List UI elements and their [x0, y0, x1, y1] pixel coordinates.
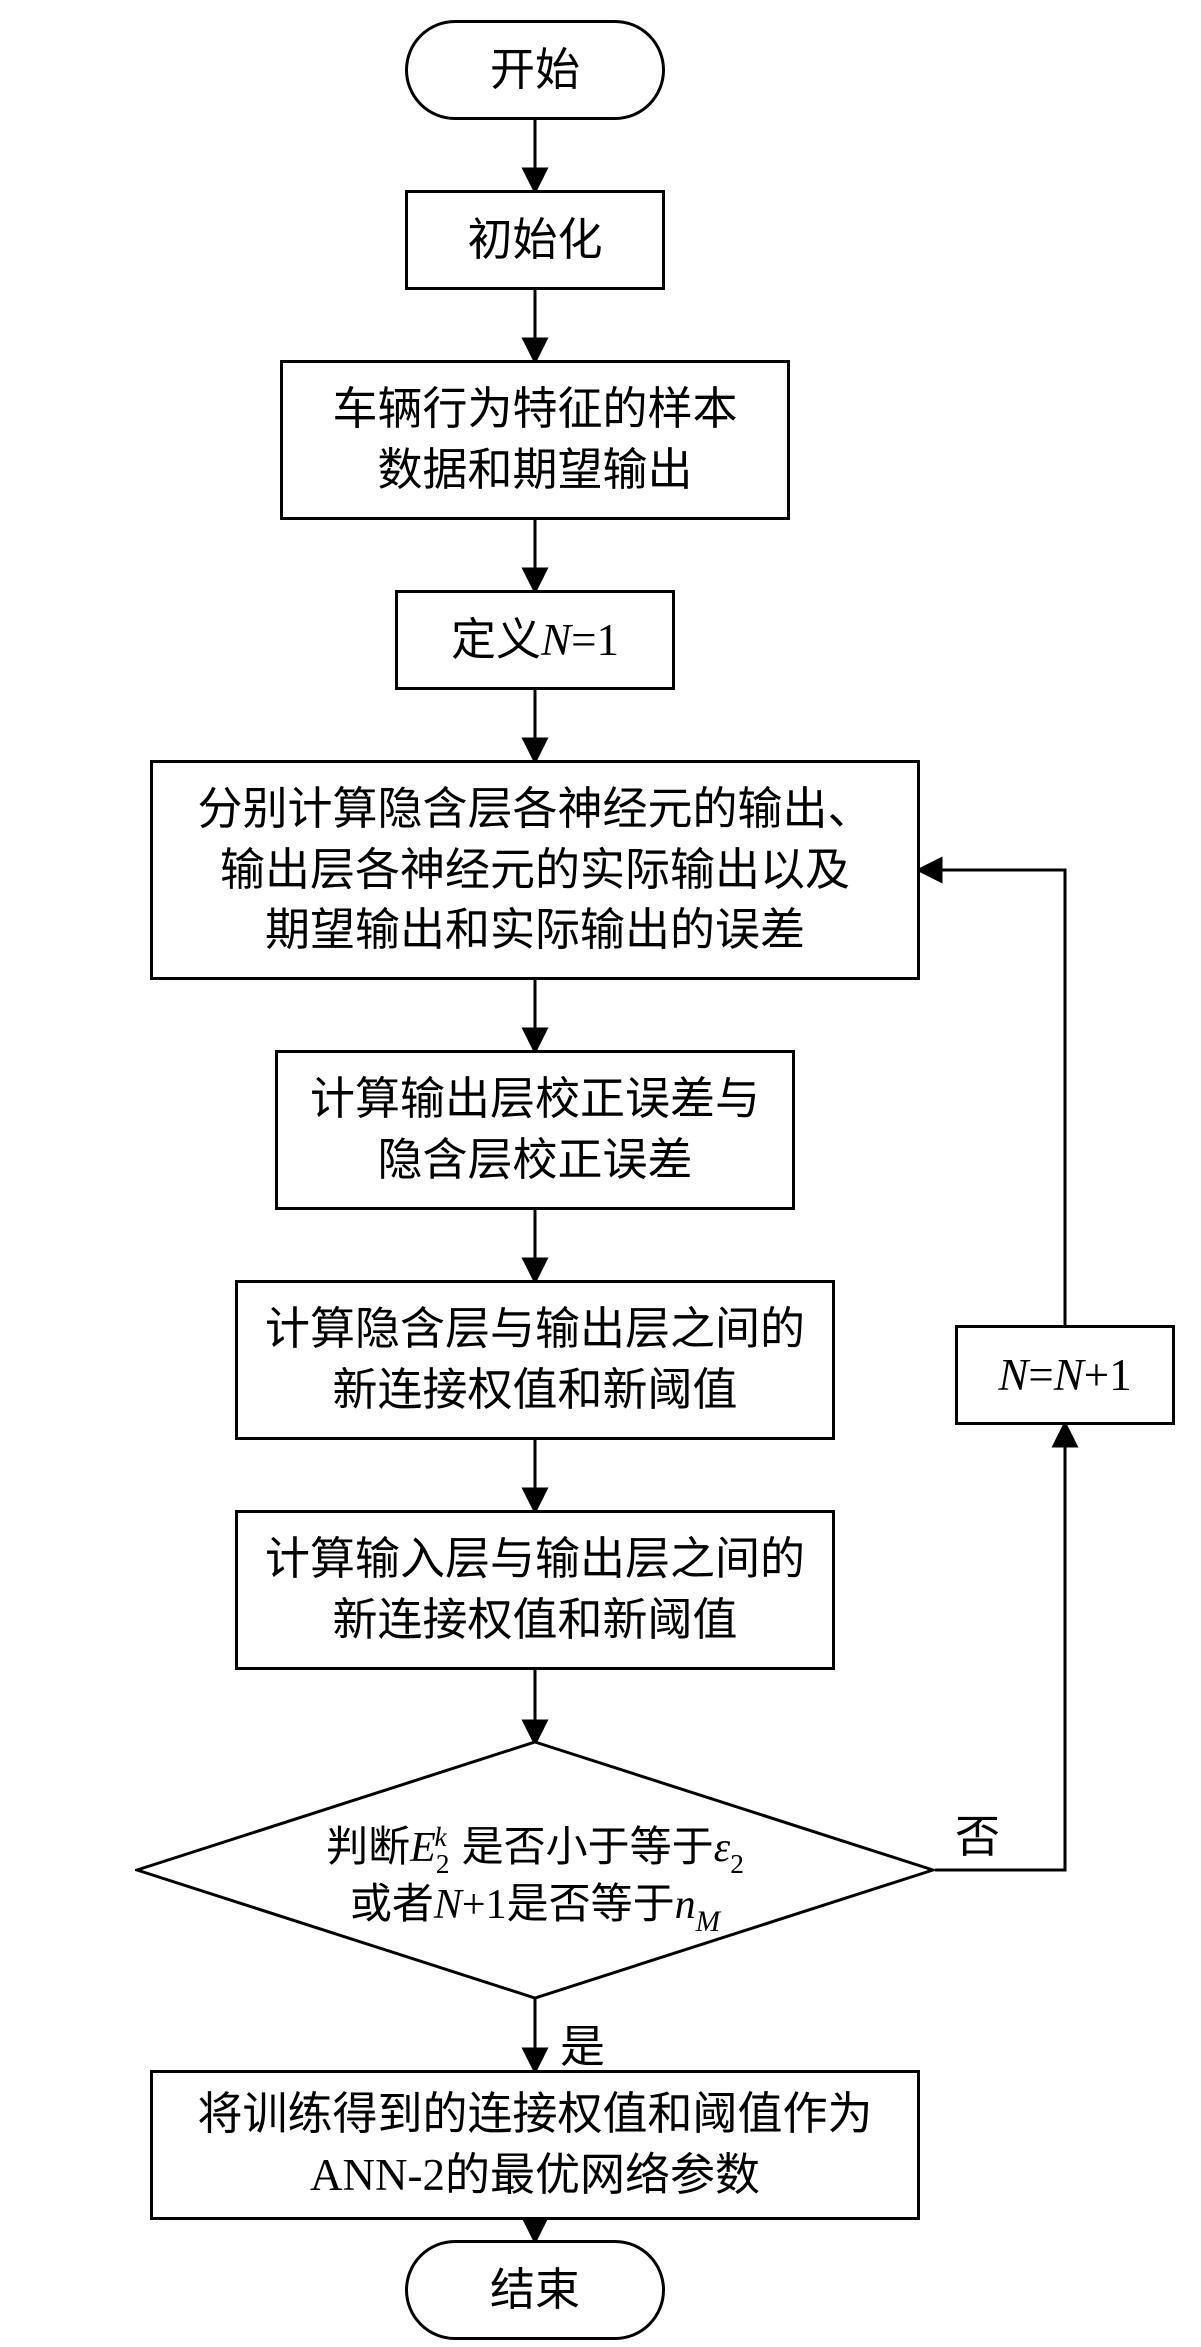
node-calc-hidden-output-weights: 计算隐含层与输出层之间的 新连接权值和新阈值: [235, 1280, 835, 1440]
node-define-n: 定义N=1: [395, 590, 675, 690]
node-calc-outputs: 分别计算隐含层各神经元的输出、 输出层各神经元的实际输出以及 期望输出和实际输出…: [150, 760, 920, 980]
node-init-label: 初始化: [467, 210, 602, 271]
node-end: 结束: [405, 2240, 665, 2340]
node-output-params-label: 将训练得到的连接权值和阈值作为 ANN-2的最优网络参数: [197, 2084, 872, 2206]
node-calc-correction-label: 计算输出层校正误差与 隐含层校正误差: [310, 1069, 760, 1191]
node-calc-input-output-weights: 计算输入层与输出层之间的 新连接权值和新阈值: [235, 1510, 835, 1670]
edge-label-no: 否: [955, 1800, 1000, 1865]
flowchart-canvas: 开始 初始化 车辆行为特征的样本 数据和期望输出 定义N=1 分别计算隐含层各神…: [0, 0, 1201, 2347]
node-calc-correction: 计算输出层校正误差与 隐含层校正误差: [275, 1050, 795, 1210]
node-decision-label: 判断E2k是否小于等于ε2或者N+1是否等于nM: [135, 1820, 935, 1933]
node-start-label: 开始: [490, 40, 580, 101]
node-decision: 判断E2k是否小于等于ε2或者N+1是否等于nM: [135, 1740, 935, 2000]
node-define-n-label: 定义N=1: [451, 610, 619, 671]
node-sample: 车辆行为特征的样本 数据和期望输出: [280, 360, 790, 520]
node-calc-input-output-weights-label: 计算输入层与输出层之间的 新连接权值和新阈值: [265, 1529, 805, 1651]
node-increment-n-label: N=N+1: [998, 1349, 1131, 1401]
node-sample-label: 车辆行为特征的样本 数据和期望输出: [332, 379, 737, 501]
node-calc-outputs-label: 分别计算隐含层各神经元的输出、 输出层各神经元的实际输出以及 期望输出和实际输出…: [197, 779, 872, 961]
node-calc-hidden-output-weights-label: 计算隐含层与输出层之间的 新连接权值和新阈值: [265, 1299, 805, 1421]
edge-label-yes: 是: [560, 2010, 605, 2075]
node-increment-n: N=N+1: [955, 1325, 1175, 1425]
node-start: 开始: [405, 20, 665, 120]
node-output-params: 将训练得到的连接权值和阈值作为 ANN-2的最优网络参数: [150, 2070, 920, 2220]
node-end-label: 结束: [490, 2260, 580, 2321]
node-init: 初始化: [405, 190, 665, 290]
